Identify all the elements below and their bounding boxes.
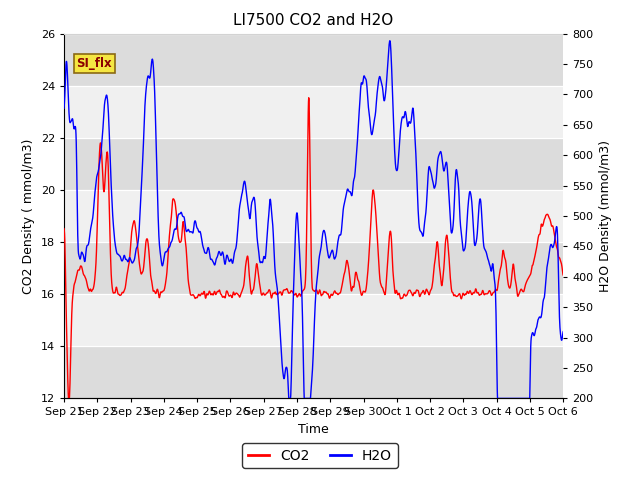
Bar <box>64 242 563 294</box>
Text: SI_flx: SI_flx <box>77 57 112 70</box>
Bar <box>64 34 563 86</box>
Bar <box>64 190 563 242</box>
Legend: CO2, H2O: CO2, H2O <box>243 443 397 468</box>
Bar <box>64 294 563 346</box>
X-axis label: Time: Time <box>298 423 329 436</box>
Bar <box>64 86 563 138</box>
Bar <box>64 346 563 398</box>
Title: LI7500 CO2 and H2O: LI7500 CO2 and H2O <box>234 13 394 28</box>
Y-axis label: CO2 Density ( mmol/m3): CO2 Density ( mmol/m3) <box>22 138 35 294</box>
Bar <box>64 138 563 190</box>
Y-axis label: H2O Density (mmol/m3): H2O Density (mmol/m3) <box>599 140 612 292</box>
